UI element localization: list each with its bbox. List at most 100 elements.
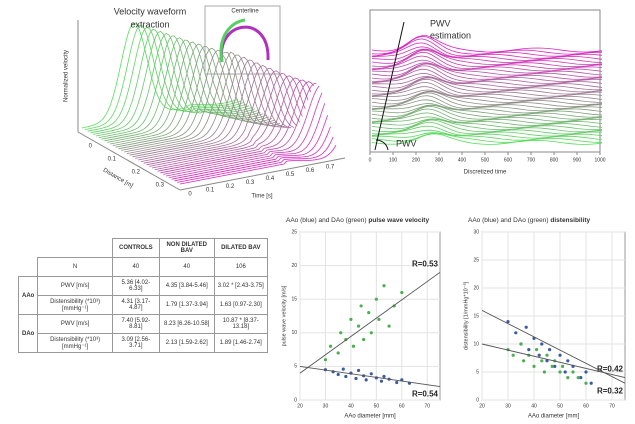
pwv-illustration [371,89,603,101]
y-tick-label: 0 [476,397,479,403]
pwv-illustration [371,49,603,68]
point [344,374,348,379]
waveform-illustration [140,67,298,162]
point [566,359,570,363]
pwv-illustration [371,62,603,78]
waveform-illustration [132,59,289,158]
x-tick-label: 30 [505,403,511,409]
trend-line [481,309,626,384]
x-tick-label: 700 [527,157,536,163]
pwv-illustration [371,86,603,99]
trend-line [481,343,626,379]
pwv-illustration [371,116,603,126]
point [522,359,526,363]
chart-title-emphasis: pulse wave velocity [368,217,429,224]
waveform-illustration [179,144,337,185]
point [527,348,531,352]
table-cell [19,239,113,258]
point [589,381,593,385]
table-cell: 10.87 * [8.37-13.18] [213,314,269,334]
chart-title: AAo (blue) and DAo (green) pulse wave ve… [286,217,429,224]
chart-title-emphasis: distensibility [550,217,590,224]
point [328,344,333,348]
pwv-illustration [371,72,603,87]
trend-line [299,365,441,388]
point [576,376,580,380]
pwv-illustration [371,104,603,118]
point [524,325,528,329]
table-cell: 1.89 [1.46-2.74] [213,333,269,353]
x-tick-label: 70 [609,403,615,409]
y-tick-label: 0 [294,397,297,403]
pwv-angle [375,139,389,151]
point [367,311,371,315]
correlation-label: R=0.32 [597,386,624,395]
table-row: Distensibility (*10³) [mmHg⁻¹] 4.31 [3.17… [19,295,269,315]
pwv-illustration [371,106,603,120]
point [364,378,368,382]
time-tick-label: 0.2 [226,184,235,190]
inset-frame [204,5,281,75]
point [400,290,404,295]
x-tick-label: 0 [369,157,372,163]
waveform-illustration [104,39,261,142]
point [382,284,386,288]
waveform-illustration [137,64,295,161]
x-tick-label: 20 [479,403,485,409]
y-axis-label: Normalized velocity [64,50,70,102]
x-tick-label: 20 [297,403,303,409]
point [550,364,554,368]
x-tick-label: 1000 [594,157,605,163]
table-cell: Distensibility (*10³) [mmHg⁻¹] [37,295,113,315]
pwv-illustration [371,95,603,110]
point [356,368,361,373]
point [548,348,552,352]
pwv-illustration [372,118,603,128]
time-tick-label: 0.3 [246,180,255,186]
panel-title: PWV [430,18,451,28]
table-cell: NON DILATED BAV [158,238,215,258]
time-tick-label: 0.5 [286,172,295,178]
x-axis-label: AAo diameter [mm] [344,414,396,420]
waveform-illustration [146,72,303,166]
distance-axis-label: Distance [m] [102,168,134,190]
y-tick-label: 30 [473,229,479,235]
point [336,351,340,355]
point [540,359,544,363]
chart-title-part: AAo (blue) and DAo (green) [286,217,368,224]
table-cell: 4.35 [3.84-5.46] [158,276,215,296]
point [341,367,345,371]
point [558,353,562,357]
point [537,353,541,357]
point [558,370,562,374]
time-tick-label: 0.6 [306,168,315,174]
trend-line [299,271,441,374]
waveform-illustration [126,54,283,154]
x-tick-label: 300 [435,157,444,163]
table-cell [19,258,38,277]
panel-title: extraction [130,19,169,29]
table-cell: 8.23 [6.26-10.58] [158,314,215,334]
x-tick-label: 40 [348,403,354,409]
waveform-illustration [160,83,317,174]
y-tick-label: 25 [291,229,297,235]
x-tick-label: 900 [573,157,582,163]
table-row: Distensibility (*10³) [mmHg⁻¹] 3.09 [2.56… [19,333,269,353]
table-cell: DAo [17,314,39,353]
y-tick-label: 10 [291,330,297,336]
x-axis-label: Discretized time [464,170,507,176]
pwv-illustration [371,76,603,91]
chart-title: AAo (blue) and DAo (green) distensibilit… [468,217,591,224]
point [377,317,381,321]
point [519,342,523,346]
point [561,364,565,368]
table-row: DAo PWV [m/s] 7.40 [5.92-8.81] 8.23 [6.26-1… [17,314,269,353]
pwv-illustration [371,35,603,53]
table-cell: DILATED BAV [213,238,269,258]
x-tick-label: 500 [481,157,490,163]
x-tick-label: 60 [583,403,589,409]
pwv-illustration [371,133,603,145]
waveform-illustration [121,52,278,151]
waveform-illustration [165,92,323,177]
